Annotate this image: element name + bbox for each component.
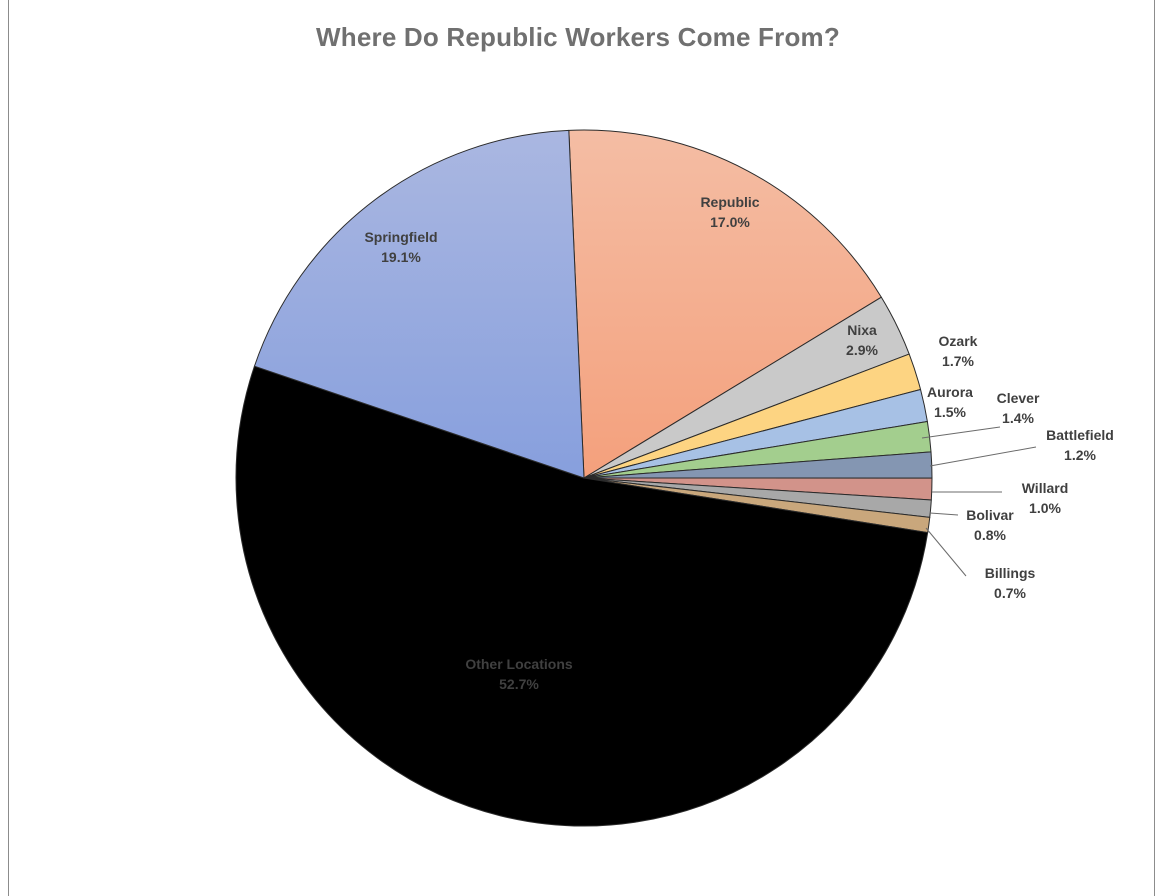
slice-value-springfield: 19.1%: [381, 249, 421, 265]
slice-value-willard: 1.0%: [1029, 500, 1061, 516]
slice-label-bolivar: Bolivar: [966, 507, 1014, 523]
pie-slice-other-locations: [235, 365, 929, 827]
slice-label-battlefield: Battlefield: [1046, 427, 1114, 443]
slice-value-republic: 17.0%: [710, 214, 750, 230]
slice-label-willard: Willard: [1022, 480, 1069, 496]
slice-label-nixa: Nixa: [847, 322, 877, 338]
leader-line-battlefield: [929, 446, 1037, 467]
slice-label-other-locations: Other Locations: [465, 656, 573, 672]
slice-value-nixa: 2.9%: [846, 342, 878, 358]
leader-line-billings: [925, 527, 967, 577]
slice-value-bolivar: 0.8%: [974, 527, 1006, 543]
pie-slice-republic: [568, 129, 882, 479]
slice-label-aurora: Aurora: [927, 384, 973, 400]
slice-value-other-locations: 52.7%: [499, 676, 539, 692]
slice-value-battlefield: 1.2%: [1064, 447, 1096, 463]
slice-label-clever: Clever: [997, 390, 1040, 406]
slice-label-springfield: Springfield: [364, 229, 437, 245]
leader-line-clever: [921, 426, 1001, 439]
chart-title: Where Do Republic Workers Come From?: [316, 22, 840, 52]
slice-value-clever: 1.4%: [1002, 410, 1034, 426]
slice-value-billings: 0.7%: [994, 585, 1026, 601]
leader-line-bolivar: [929, 512, 959, 516]
slice-value-aurora: 1.5%: [934, 404, 966, 420]
slice-value-ozark: 1.7%: [942, 353, 974, 369]
slice-label-republic: Republic: [700, 194, 759, 210]
pie-slice-springfield: [253, 129, 585, 479]
slice-label-ozark: Ozark: [939, 333, 978, 349]
slice-label-billings: Billings: [985, 565, 1036, 581]
